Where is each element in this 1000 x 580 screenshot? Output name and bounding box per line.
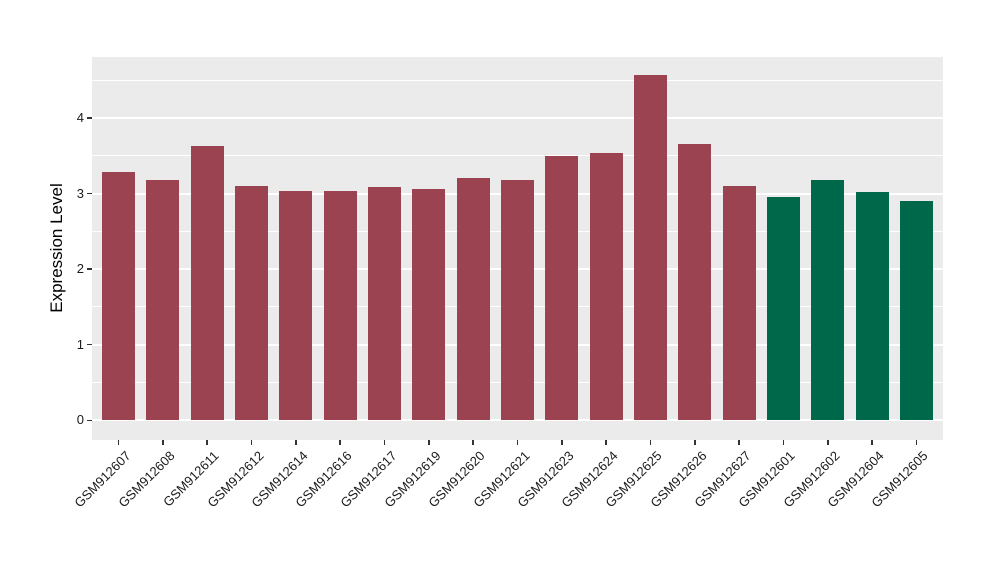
bar-GSM912619 xyxy=(412,188,446,421)
bar-GSM912612 xyxy=(235,185,269,421)
x-tick-mark xyxy=(206,440,208,445)
y-tick-label: 0 xyxy=(76,412,84,428)
x-tick-mark xyxy=(827,440,829,445)
bar-GSM912601 xyxy=(766,197,800,421)
bar-GSM912604 xyxy=(855,192,889,421)
major-gridline xyxy=(92,116,943,119)
y-tick-mark xyxy=(86,117,92,119)
x-tick-mark xyxy=(561,440,563,445)
bar-GSM912621 xyxy=(501,179,534,421)
x-tick-mark xyxy=(516,440,519,445)
minor-gridline xyxy=(92,79,943,81)
x-tick-mark xyxy=(694,440,696,445)
x-tick-mark xyxy=(738,440,740,445)
x-tick-mark xyxy=(915,440,918,445)
minor-gridline xyxy=(92,155,943,157)
y-tick-label: 4 xyxy=(76,109,84,125)
x-tick-mark xyxy=(383,440,386,445)
bar-GSM912620 xyxy=(456,178,490,421)
y-tick-label: 1 xyxy=(76,336,84,352)
x-tick-mark xyxy=(117,440,120,445)
y-tick-mark xyxy=(86,268,92,270)
x-tick-mark xyxy=(871,440,873,445)
x-tick-mark xyxy=(162,440,164,445)
x-tick-mark xyxy=(428,440,430,445)
bar-GSM912617 xyxy=(368,187,402,421)
y-axis-title: Expression Level xyxy=(47,183,66,313)
bar-GSM912611 xyxy=(190,145,224,421)
y-tick-label: 3 xyxy=(76,185,84,201)
bar-GSM912616 xyxy=(323,190,357,421)
bar-GSM912626 xyxy=(678,144,712,421)
x-tick-mark xyxy=(605,440,607,445)
x-tick-mark xyxy=(782,440,785,445)
y-tick-mark xyxy=(86,192,92,195)
bar-GSM912627 xyxy=(722,185,756,421)
x-tick-mark xyxy=(339,440,341,445)
bar-GSM912608 xyxy=(146,179,180,421)
y-tick-mark xyxy=(86,419,92,422)
bar-GSM912624 xyxy=(589,152,623,421)
bar-GSM912623 xyxy=(545,156,579,421)
major-gridline xyxy=(92,419,943,422)
bar-GSM912625 xyxy=(633,74,667,421)
bar-GSM912614 xyxy=(279,191,313,421)
y-tick-mark xyxy=(86,343,92,346)
x-tick-mark xyxy=(649,440,652,445)
bar-GSM912602 xyxy=(811,179,845,421)
bar-GSM912605 xyxy=(899,201,933,421)
x-tick-mark xyxy=(295,440,297,445)
plot-panel xyxy=(92,57,943,440)
x-tick-mark xyxy=(472,440,474,445)
bar-GSM912607 xyxy=(102,172,136,421)
y-tick-label: 2 xyxy=(76,261,84,277)
x-tick-mark xyxy=(250,440,253,445)
